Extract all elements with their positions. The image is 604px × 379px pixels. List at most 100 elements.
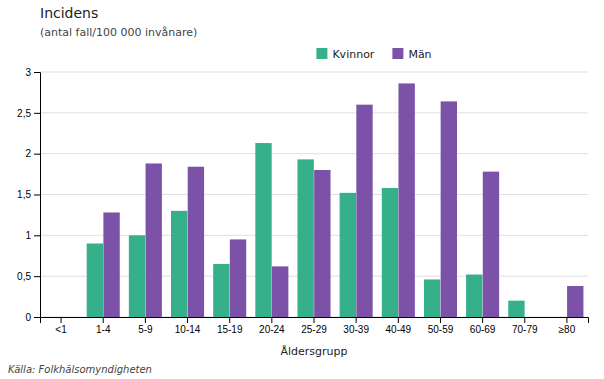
bar (550, 317, 566, 318)
tick-label: 70-79 (512, 324, 538, 335)
tick-label: <1 (55, 324, 67, 335)
tick-mark (34, 72, 40, 73)
tick: 0,5 (17, 271, 40, 282)
bar (297, 159, 313, 317)
x-axis: <1 1-4 5-9 10-14 15-19 20-24 25-29 30-39 40-49 50… (41, 317, 589, 335)
tick: 2,5 (17, 108, 40, 119)
bar (356, 105, 372, 317)
legend-swatch (316, 48, 327, 59)
series (87, 143, 525, 317)
tick: 1,5 (17, 189, 40, 200)
tick-label: 40-49 (386, 324, 412, 335)
bar (441, 101, 457, 317)
legend-item: Kvinnor (316, 48, 374, 61)
bar (508, 301, 524, 317)
chart: Incidens (antal fall/100 000 invånare) 0 0,… (0, 0, 604, 379)
tick-mark (187, 317, 188, 323)
plot: 0 0,5 1 1,5 2 2,5 3 <1 1-4 5-9 10-14 15-19 20-24 25-2… (17, 67, 588, 335)
tick: 25-29 (301, 317, 327, 335)
tick-mark (398, 317, 399, 323)
tick: 20-24 (259, 317, 285, 335)
tick-mark (34, 276, 40, 277)
tick-label: 0,5 (17, 271, 31, 282)
tick-mark (440, 317, 441, 323)
tick-label: 50-59 (428, 324, 454, 335)
bar (213, 264, 229, 317)
bar (483, 172, 499, 317)
legend-swatch (392, 48, 403, 59)
tick: 40-49 (386, 317, 412, 335)
tick-mark (34, 235, 40, 236)
tick-mark (524, 317, 525, 323)
tick: ≥80 (559, 317, 576, 335)
tick-label: 15-19 (217, 324, 243, 335)
tick: 15-19 (217, 317, 243, 335)
tick-label: 2,5 (17, 108, 31, 119)
tick: 0 (25, 312, 40, 323)
tick-label: 60-69 (470, 324, 496, 335)
tick-mark (356, 317, 357, 323)
tick-label: 0 (25, 312, 31, 323)
bar (45, 317, 61, 318)
tick: 1 (25, 230, 40, 241)
tick: 60-69 (470, 317, 496, 335)
grid-line (40, 112, 588, 113)
tick-label: 1 (25, 230, 31, 241)
tick-mark (566, 317, 567, 323)
bar (171, 211, 187, 317)
bar (103, 212, 119, 317)
grid-line (40, 153, 588, 154)
bar (398, 83, 414, 317)
bar (129, 235, 145, 317)
legend-item: Män (392, 48, 431, 61)
tick-mark (34, 113, 40, 114)
tick-label: 25-29 (301, 324, 327, 335)
tick: 70-79 (512, 317, 538, 335)
axis-line (34, 73, 41, 318)
bar (230, 239, 246, 317)
bar (272, 266, 288, 317)
tick-mark (34, 154, 40, 155)
bar (424, 279, 440, 317)
tick: 50-59 (428, 317, 454, 335)
tick: 3 (25, 67, 40, 78)
tick-label: 1,5 (17, 189, 31, 200)
tick-mark (229, 317, 230, 323)
tick-label: 10-14 (175, 324, 201, 335)
bar (466, 275, 482, 317)
title: Incidens (40, 5, 98, 21)
bar (340, 193, 356, 317)
tick-mark (271, 317, 272, 323)
tick: 2 (25, 148, 40, 159)
subtitle: (antal fall/100 000 invånare) (40, 26, 197, 39)
grid (40, 72, 588, 317)
tick: 10-14 (175, 317, 201, 335)
tick-mark (145, 317, 146, 323)
bar (255, 143, 271, 317)
tick-label: 3 (25, 67, 31, 78)
source: Källa: Folkhälsomyndigheten (8, 364, 152, 375)
tick-label: 1-4 (96, 324, 111, 335)
tick-label: ≥80 (559, 324, 576, 335)
grid-line (40, 72, 588, 73)
tick-mark (34, 317, 40, 318)
tick: <1 (55, 317, 67, 335)
tick-label: 30-39 (343, 324, 369, 335)
tick: 5-9 (138, 317, 153, 335)
series (103, 83, 583, 317)
legend-label: Män (408, 48, 431, 61)
tick-label: 20-24 (259, 324, 285, 335)
y-axis: 0 0,5 1 1,5 2 2,5 3 (17, 67, 40, 323)
tick-mark (314, 317, 315, 323)
grid-line (40, 235, 588, 236)
legend: Kvinnor Män (316, 48, 431, 61)
tick-mark (103, 317, 104, 323)
grid-line (40, 194, 588, 195)
tick-mark (482, 317, 483, 323)
bar (314, 170, 330, 317)
bar (61, 317, 77, 318)
tick-label: 5-9 (138, 324, 153, 335)
bar (525, 317, 541, 318)
axis-line (41, 318, 589, 324)
bar (146, 163, 162, 317)
